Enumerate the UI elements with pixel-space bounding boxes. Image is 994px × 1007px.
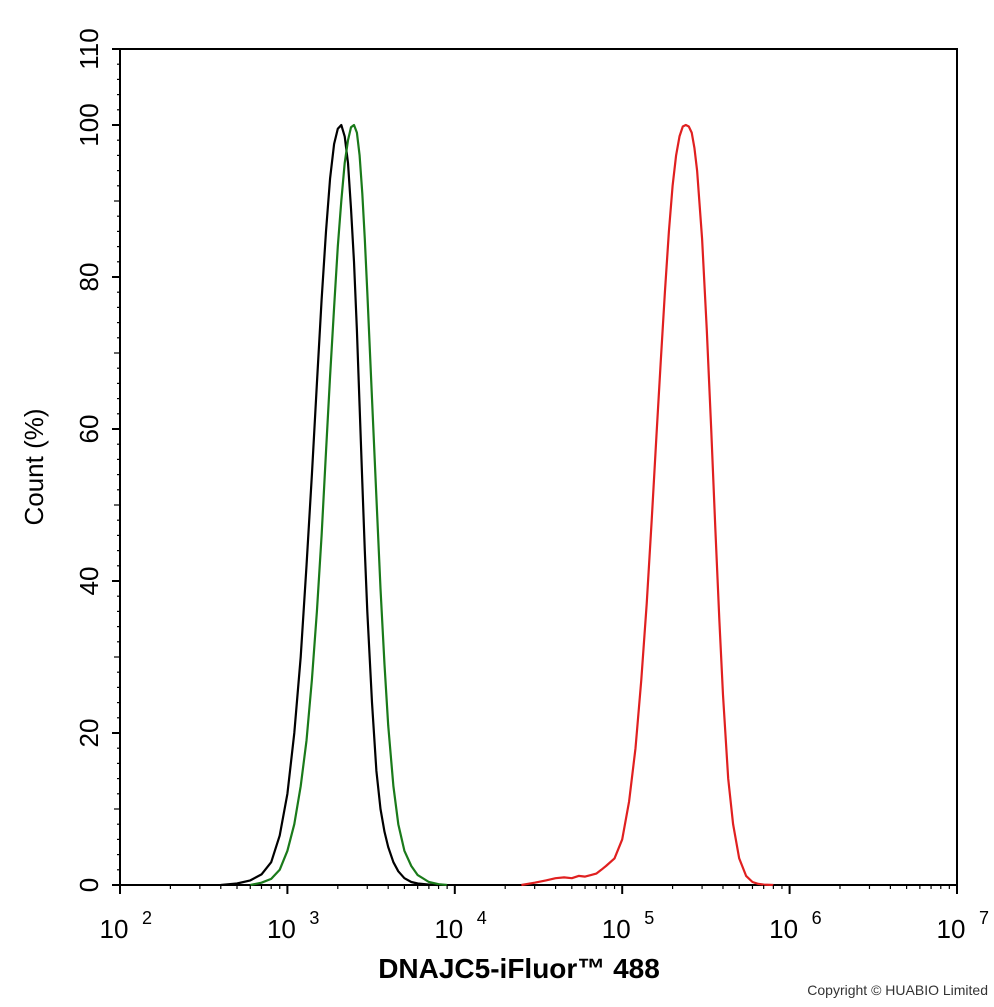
y-axis-label: Count (%) — [19, 408, 49, 525]
x-tick-label: 10 — [769, 914, 798, 944]
y-tick-label: 100 — [74, 103, 104, 146]
plot-area — [119, 48, 958, 886]
x-tick-label: 10 — [267, 914, 296, 944]
y-tick-label: 110 — [74, 28, 104, 69]
series-line-1 — [220, 123, 439, 887]
series-line-3 — [521, 123, 774, 887]
y-tick-label: 40 — [74, 567, 104, 596]
x-tick-exponent: 6 — [812, 908, 822, 928]
x-tick-exponent: 2 — [142, 908, 152, 928]
x-tick-label: 10 — [602, 914, 631, 944]
copyright-text: Copyright © HUABIO Limited — [807, 982, 988, 998]
x-axis-label: DNAJC5-iFluor™ 488 — [378, 953, 660, 984]
x-tick-label: 10 — [937, 914, 966, 944]
x-tick-exponent: 3 — [309, 908, 319, 928]
x-tick-exponent: 5 — [644, 908, 654, 928]
series-group — [220, 123, 774, 887]
y-tick-label: 60 — [74, 415, 104, 444]
y-tick-label: 0 — [74, 878, 104, 892]
y-tick-label: 20 — [74, 719, 104, 748]
x-tick-exponent: 4 — [477, 908, 487, 928]
plot-frame — [119, 48, 958, 886]
axes-group: 0 20 40 60 80 100 110 10 2 10 3 10 4 10 5 10 6 10 7 — [74, 28, 989, 944]
x-tick-exponent: 7 — [979, 908, 989, 928]
y-tick-label: 80 — [74, 263, 104, 292]
x-tick-label: 10 — [100, 914, 129, 944]
series-line-2 — [250, 123, 448, 887]
x-tick-label: 10 — [434, 914, 463, 944]
